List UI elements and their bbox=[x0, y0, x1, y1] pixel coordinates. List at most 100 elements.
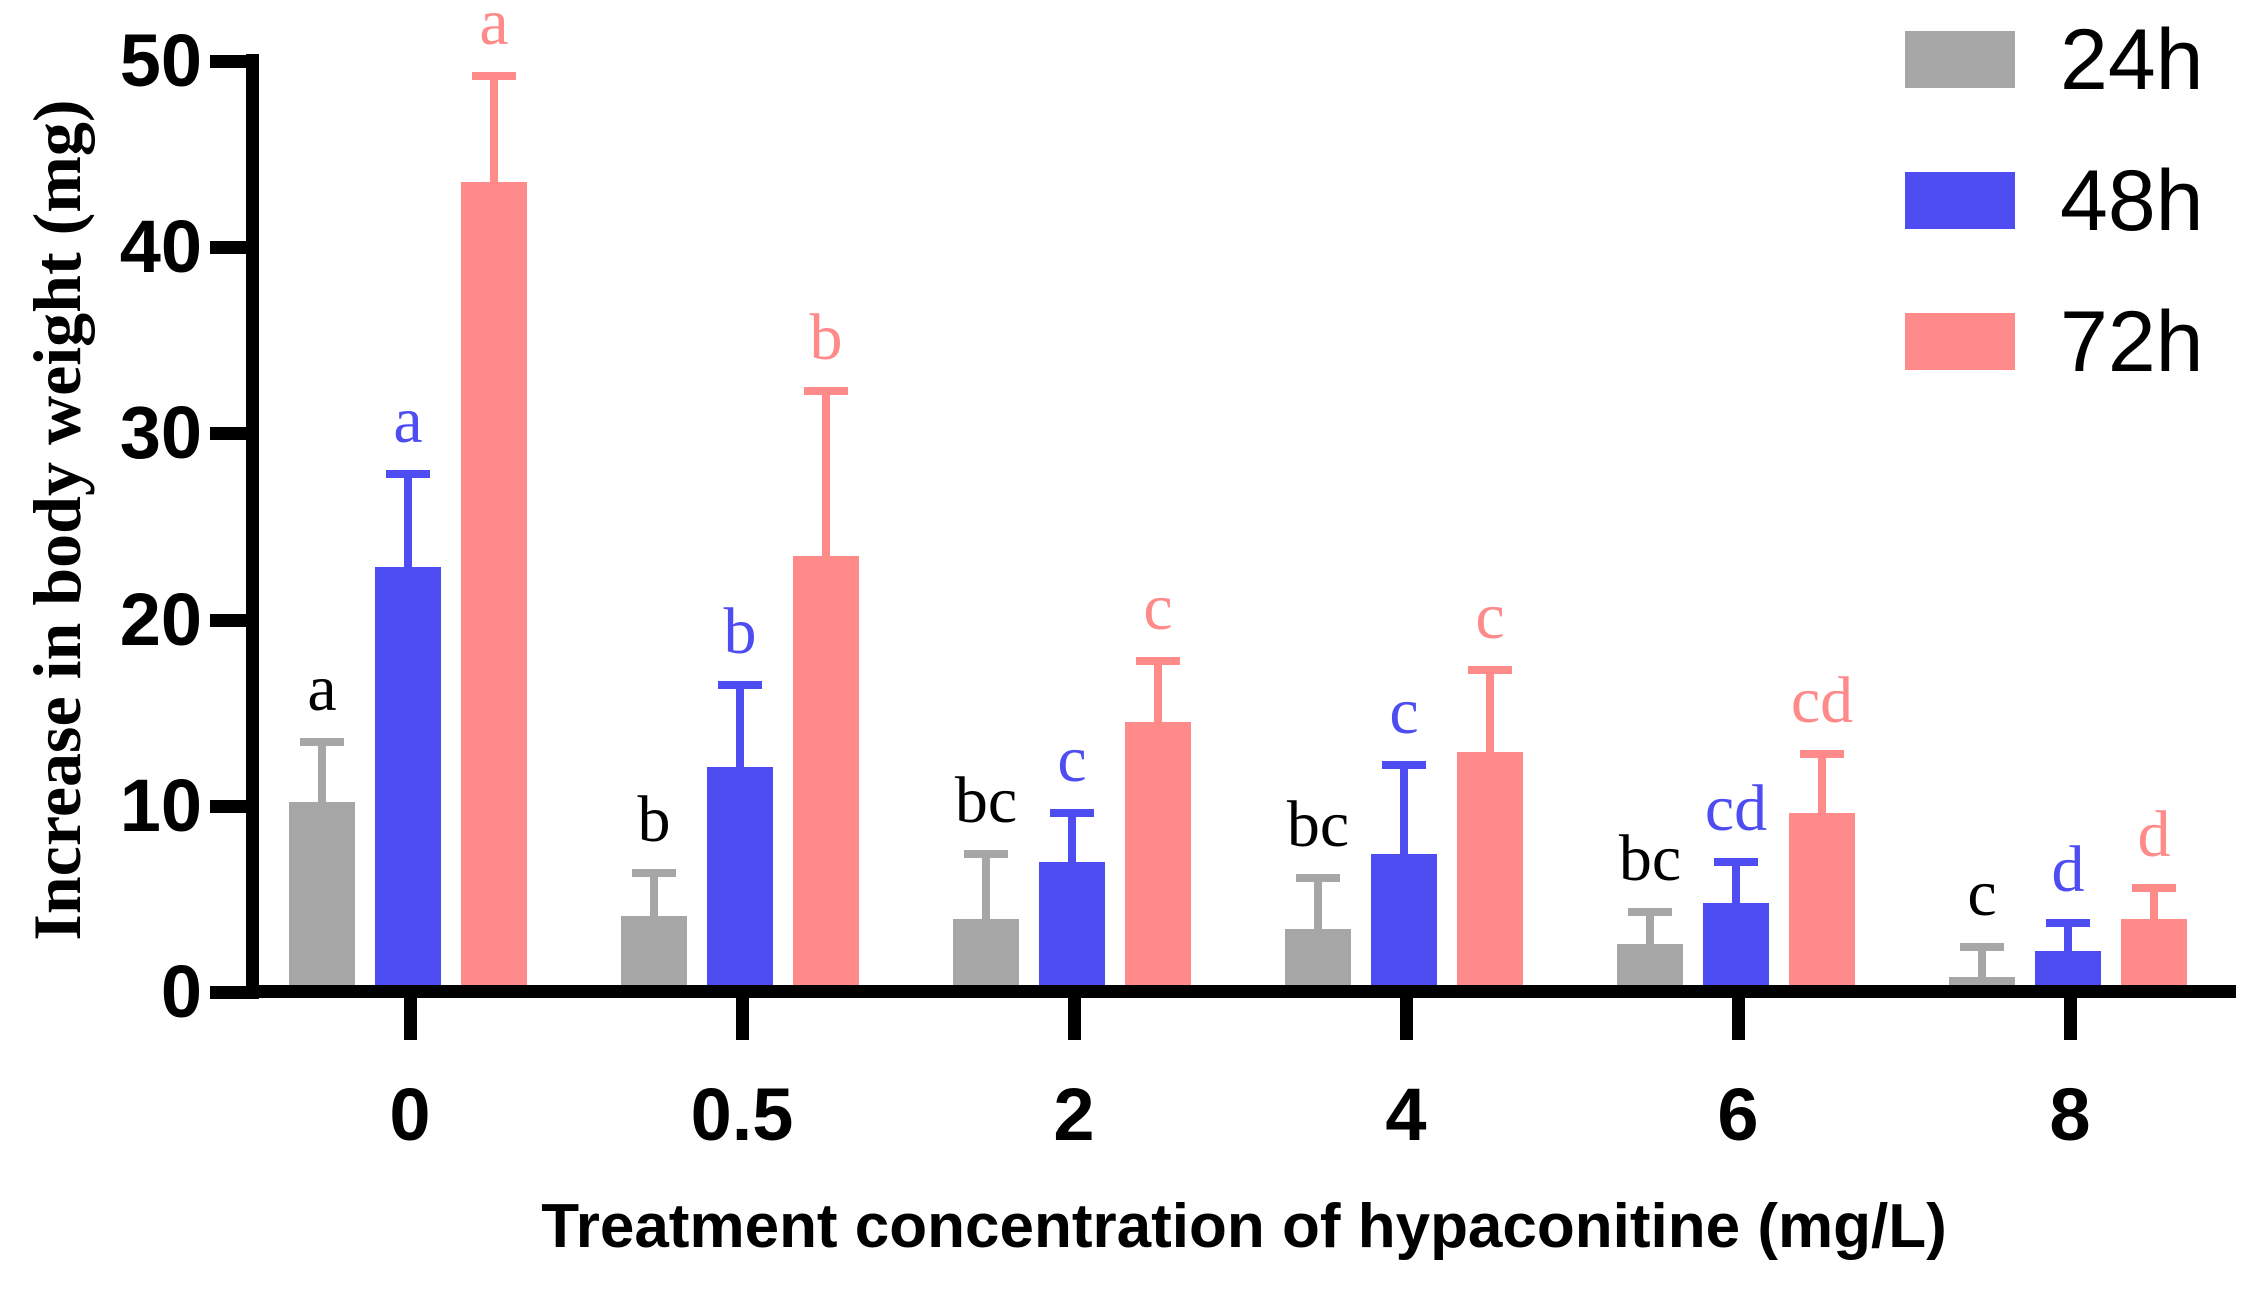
x-tick bbox=[1068, 998, 1081, 1040]
legend-swatch-48h bbox=[1905, 172, 2015, 229]
significance-letter: c bbox=[1475, 579, 1505, 653]
significance-letter: bc bbox=[1618, 821, 1682, 895]
legend-label-24h: 24h bbox=[2060, 11, 2204, 108]
error-whisker bbox=[1732, 861, 1740, 903]
bar-24h-4 bbox=[1285, 928, 1351, 992]
significance-letter: b bbox=[637, 782, 671, 856]
error-whisker bbox=[1068, 813, 1076, 862]
error-cap bbox=[1136, 656, 1180, 665]
x-tick-label: 2 bbox=[1053, 1073, 1095, 1156]
x-tick-label: 4 bbox=[1385, 1073, 1427, 1156]
error-cap bbox=[2046, 919, 2090, 928]
error-whisker bbox=[318, 742, 326, 803]
significance-letter: cd bbox=[1790, 663, 1854, 737]
x-axis-title: Treatment concentration of hypaconitine … bbox=[541, 1192, 1947, 1261]
significance-letter: c bbox=[1389, 674, 1419, 748]
legend-swatch-24h bbox=[1905, 31, 2015, 88]
y-axis-title: Increase in body weight (mg) bbox=[19, 99, 95, 941]
error-whisker bbox=[1314, 878, 1322, 929]
bar-24h-0 bbox=[289, 802, 355, 992]
error-cap bbox=[632, 868, 676, 877]
bar-72h-0.5 bbox=[793, 556, 859, 992]
y-tick-label: 10 bbox=[119, 763, 202, 847]
error-whisker bbox=[822, 390, 830, 557]
bar-48h-0.5 bbox=[707, 766, 773, 992]
x-tick bbox=[404, 998, 417, 1040]
error-cap bbox=[718, 680, 762, 689]
y-tick bbox=[210, 613, 246, 627]
legend-label-72h: 72h bbox=[2060, 293, 2204, 390]
y-tick-label: 20 bbox=[119, 577, 202, 661]
x-axis-line bbox=[246, 985, 2236, 998]
legend-label-48h: 48h bbox=[2060, 152, 2204, 249]
error-cap bbox=[1468, 665, 1512, 674]
y-tick-label: 40 bbox=[119, 205, 202, 289]
error-cap bbox=[386, 470, 430, 479]
bar-48h-6 bbox=[1703, 902, 1769, 992]
significance-letter: d bbox=[2137, 797, 2171, 871]
significance-letter: cd bbox=[1704, 771, 1768, 845]
error-cap bbox=[472, 71, 516, 80]
y-tick bbox=[210, 55, 246, 68]
bar-24h-0.5 bbox=[621, 915, 687, 992]
error-whisker bbox=[1978, 947, 1986, 978]
x-tick-label: 0.5 bbox=[690, 1073, 794, 1156]
x-tick-label: 8 bbox=[2049, 1073, 2091, 1156]
error-cap bbox=[964, 850, 1008, 859]
bar-72h-4 bbox=[1457, 751, 1523, 992]
error-whisker bbox=[2150, 887, 2158, 920]
error-cap bbox=[1382, 760, 1426, 769]
y-tick bbox=[210, 241, 246, 255]
x-tick-label: 6 bbox=[1717, 1073, 1759, 1156]
error-cap bbox=[1960, 943, 2004, 952]
error-whisker bbox=[1486, 669, 1494, 752]
bar-24h-6 bbox=[1617, 943, 1683, 992]
legend-swatch-72h bbox=[1905, 313, 2015, 370]
y-axis-line bbox=[246, 54, 259, 999]
x-tick bbox=[1732, 998, 1745, 1040]
y-tick bbox=[210, 986, 246, 999]
error-whisker bbox=[736, 684, 744, 767]
error-whisker bbox=[404, 474, 412, 568]
error-cap bbox=[1714, 857, 1758, 866]
error-whisker bbox=[490, 75, 498, 183]
y-tick bbox=[210, 799, 246, 813]
error-cap bbox=[804, 386, 848, 395]
x-tick bbox=[2064, 998, 2077, 1040]
error-whisker bbox=[650, 872, 658, 916]
significance-letter: bc bbox=[1286, 788, 1350, 862]
significance-letter: b bbox=[723, 594, 757, 668]
y-tick-label: 0 bbox=[160, 950, 202, 1033]
y-tick-label: 30 bbox=[119, 391, 202, 475]
significance-letter: bc bbox=[954, 764, 1018, 838]
y-tick bbox=[210, 427, 246, 441]
error-whisker bbox=[2064, 923, 2072, 952]
error-whisker bbox=[1154, 660, 1162, 722]
error-cap bbox=[1628, 907, 1672, 916]
significance-letter: d bbox=[2051, 833, 2085, 907]
bar-72h-8 bbox=[2121, 919, 2187, 992]
error-whisker bbox=[1646, 911, 1654, 944]
error-cap bbox=[2132, 883, 2176, 892]
error-cap bbox=[300, 738, 344, 747]
bar-72h-0 bbox=[461, 182, 527, 992]
significance-letter: a bbox=[393, 384, 423, 458]
error-whisker bbox=[1400, 764, 1408, 855]
error-cap bbox=[1050, 809, 1094, 818]
bar-24h-2 bbox=[953, 919, 1019, 992]
significance-letter: b bbox=[809, 300, 843, 374]
bar-48h-4 bbox=[1371, 854, 1437, 992]
significance-letter: a bbox=[307, 652, 337, 726]
y-tick-label: 50 bbox=[119, 19, 202, 102]
bar-48h-2 bbox=[1039, 861, 1105, 992]
significance-letter: c bbox=[1143, 570, 1173, 644]
x-tick bbox=[1400, 998, 1413, 1040]
error-cap bbox=[1296, 874, 1340, 883]
error-whisker bbox=[982, 854, 990, 920]
x-tick bbox=[736, 998, 749, 1040]
significance-letter: a bbox=[479, 0, 509, 59]
bar-72h-2 bbox=[1125, 722, 1191, 992]
error-cap bbox=[1800, 749, 1844, 758]
x-tick-label: 0 bbox=[389, 1073, 431, 1156]
